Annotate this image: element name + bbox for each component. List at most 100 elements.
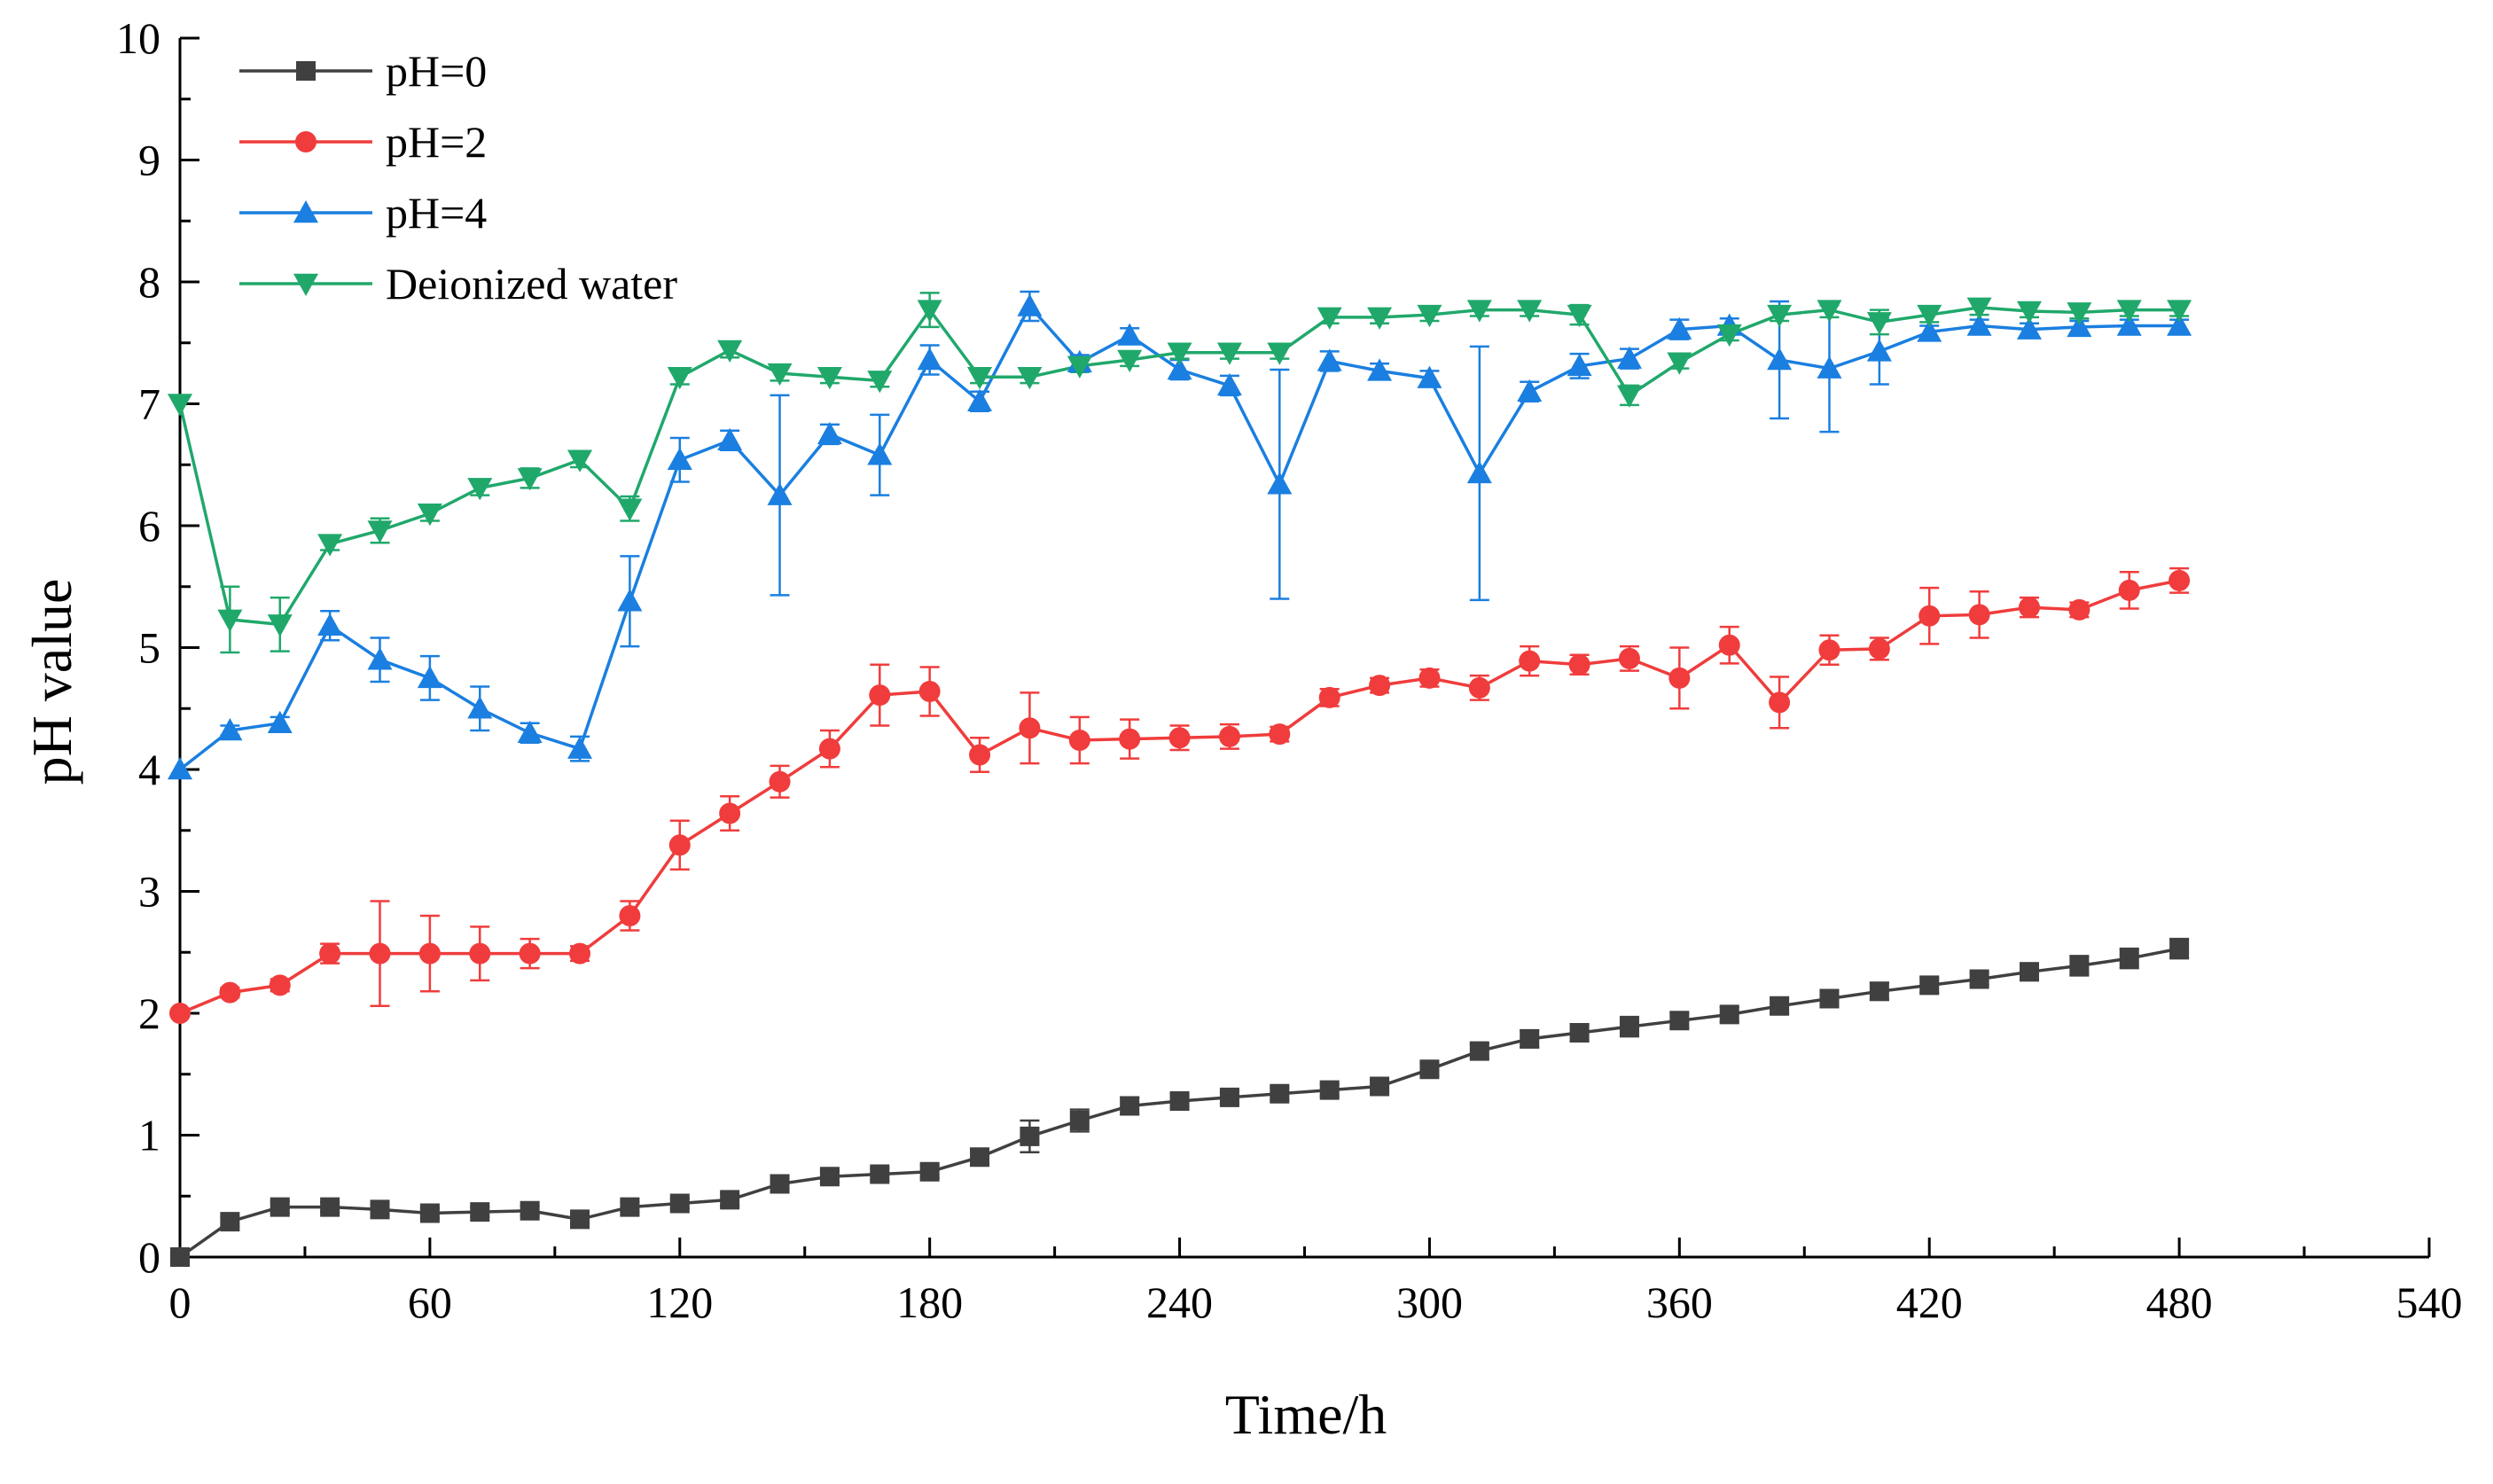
- data-point-ph-4: [1117, 323, 1143, 346]
- data-point-ph-4: [817, 421, 842, 445]
- y-tick-label: 5: [138, 623, 160, 673]
- data-point-ph-2: [1318, 686, 1340, 708]
- data-point-deionized-water: [967, 367, 993, 390]
- data-point-ph-4: [917, 348, 942, 371]
- x-tick-label: 180: [896, 1277, 963, 1327]
- data-point-deionized-water: [1667, 352, 1692, 375]
- axes: 0 60 120 180 240 300 360 420 480 540 0 1 2 3 4 5 6 7 8 9 10: [116, 13, 2463, 1327]
- data-point-deionized-water: [417, 504, 442, 527]
- data-point-ph-0: [1020, 1126, 1040, 1146]
- x-tick-label: 480: [2146, 1277, 2213, 1327]
- data-point-ph-2: [1519, 650, 1541, 672]
- y-tick-label: 8: [138, 257, 160, 307]
- data-point-deionized-water: [1067, 355, 1092, 379]
- x-tick-label: 240: [1146, 1277, 1213, 1327]
- data-point-ph-2: [918, 681, 941, 702]
- legend-marker-deionized-water: [293, 273, 318, 296]
- data-point-ph-0: [1819, 988, 1840, 1009]
- data-point-deionized-water: [1466, 300, 1492, 323]
- data-point-ph-4: [717, 427, 743, 450]
- data-point-ph-0: [1969, 969, 1989, 989]
- data-point-ph-4: [1667, 316, 1692, 340]
- data-point-ph-4: [1317, 348, 1342, 371]
- data-point-ph-2: [1418, 667, 1441, 689]
- data-point-ph-4: [1367, 358, 1393, 381]
- data-point-ph-4: [567, 736, 593, 759]
- data-point-ph-4: [267, 710, 293, 733]
- data-point-ph-2: [319, 942, 341, 965]
- data-point-deionized-water: [1567, 304, 1592, 328]
- data-point-ph-4: [1017, 293, 1043, 316]
- data-point-ph-0: [1869, 981, 1889, 1002]
- x-tick-label: 300: [1396, 1277, 1463, 1327]
- y-tick-label: 4: [138, 745, 160, 794]
- data-point-deionized-water: [1517, 300, 1543, 323]
- data-point-ph-0: [370, 1199, 390, 1220]
- data-point-ph-4: [367, 647, 393, 670]
- data-point-deionized-water: [467, 478, 493, 501]
- data-point-ph-0: [2119, 949, 2139, 969]
- data-point-ph-4: [1567, 353, 1592, 377]
- data-point-ph-4: [617, 589, 643, 612]
- data-point-ph-4: [1216, 372, 1242, 396]
- legend-marker-ph-0: [296, 61, 316, 81]
- data-point-ph-0: [1370, 1076, 1390, 1097]
- data-point-deionized-water: [767, 363, 793, 387]
- x-tick-label: 540: [2396, 1277, 2463, 1327]
- data-point-deionized-water: [1317, 307, 1342, 330]
- data-point-ph-4: [867, 442, 893, 465]
- data-point-ph-4: [1966, 313, 1992, 336]
- data-point-ph-0: [470, 1202, 490, 1222]
- data-point-ph-0: [1619, 1017, 1639, 1037]
- data-point-deionized-water: [1117, 349, 1143, 372]
- data-point-ph-4: [217, 718, 243, 741]
- x-tick-label: 0: [169, 1277, 191, 1327]
- data-point-ph-0: [419, 1203, 440, 1223]
- data-point-ph-0: [1919, 975, 1940, 996]
- legend-marker-ph-2: [295, 131, 317, 152]
- data-point-ph-0: [1120, 1096, 1140, 1116]
- legend-marker-ph-4: [293, 200, 318, 223]
- data-point-ph-2: [1568, 653, 1590, 676]
- y-tick-label: 7: [138, 379, 160, 429]
- data-point-ph-0: [620, 1197, 640, 1217]
- data-point-deionized-water: [517, 468, 543, 491]
- x-axis-title: Time/h: [1225, 1383, 1387, 1446]
- data-point-ph-2: [1019, 717, 1041, 739]
- y-axis-title: pH value: [20, 579, 83, 785]
- data-point-ph-2: [269, 974, 291, 996]
- data-point-ph-2: [719, 802, 741, 824]
- data-point-deionized-water: [867, 371, 893, 394]
- data-point-ph-0: [1719, 1004, 1739, 1025]
- data-point-ph-2: [1618, 647, 1640, 669]
- data-point-ph-0: [1569, 1023, 1590, 1043]
- data-point-ph-0: [770, 1174, 790, 1194]
- data-point-ph-4: [2016, 316, 2042, 340]
- data-point-ph-0: [320, 1197, 340, 1217]
- data-point-ph-0: [2069, 956, 2090, 976]
- y-tick-label: 1: [138, 1111, 160, 1160]
- data-point-deionized-water: [1817, 300, 1842, 323]
- data-point-ph-4: [1767, 348, 1793, 371]
- data-point-deionized-water: [1167, 342, 1192, 365]
- data-point-ph-2: [1468, 676, 1490, 699]
- data-point-ph-2: [818, 738, 840, 760]
- data-point-ph-0: [720, 1190, 740, 1210]
- data-point-ph-2: [769, 770, 791, 793]
- data-point-deionized-water: [317, 534, 343, 557]
- data-point-ph-0: [220, 1212, 240, 1232]
- data-point-deionized-water: [267, 614, 293, 637]
- data-point-ph-2: [2169, 569, 2191, 591]
- data-point-ph-0: [170, 1247, 190, 1267]
- data-point-ph-0: [1669, 1011, 1690, 1031]
- data-point-ph-0: [1770, 996, 1790, 1016]
- data-point-ph-2: [1269, 723, 1291, 746]
- x-tick-label: 120: [646, 1277, 713, 1327]
- data-point-ph-0: [1419, 1059, 1440, 1080]
- data-point-deionized-water: [1767, 304, 1793, 328]
- data-point-ph-0: [1469, 1041, 1489, 1061]
- data-point-deionized-water: [1866, 312, 1892, 335]
- data-point-ph-4: [168, 757, 192, 780]
